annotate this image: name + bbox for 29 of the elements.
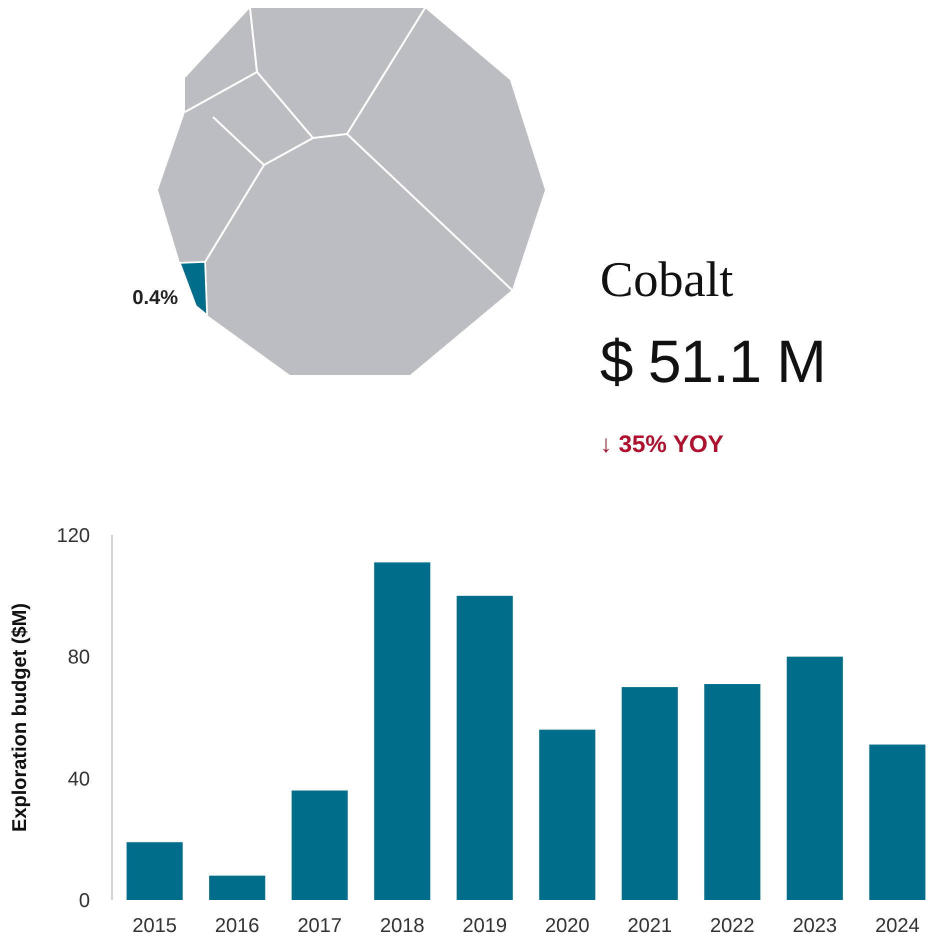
x-tick-label: 2022 — [710, 915, 755, 937]
bar — [292, 790, 348, 900]
x-tick-label: 2021 — [628, 915, 672, 937]
x-tick-label: 2015 — [132, 915, 177, 937]
bar — [209, 876, 266, 900]
bar — [704, 684, 760, 900]
bar — [374, 562, 430, 900]
y-tick-label: 40 — [68, 768, 90, 790]
bar — [126, 842, 183, 900]
x-tick-label: 2019 — [462, 915, 507, 937]
y-tick-label: 0 — [78, 890, 90, 912]
bar — [786, 656, 843, 900]
text: Cobalt — [600, 251, 734, 307]
y-tick-label: 120 — [56, 525, 90, 547]
x-tick-label: 2023 — [792, 915, 838, 937]
bar — [456, 596, 513, 900]
bar — [869, 744, 926, 900]
bar — [622, 687, 678, 900]
x-tick-label: 2018 — [380, 915, 424, 937]
text: $ 51.1 M — [600, 328, 826, 395]
x-tick-label: 2017 — [297, 915, 342, 937]
x-tick-label: 2020 — [545, 915, 590, 937]
x-tick-label: 2016 — [214, 915, 260, 937]
x-tick-label: 2024 — [875, 915, 920, 937]
y-axis-title: Exploration budget ($M) — [9, 603, 31, 832]
text: ↓ 35% YOY — [600, 431, 724, 458]
y-tick-label: 80 — [68, 646, 90, 669]
text: 0.4% — [132, 287, 178, 309]
bar — [539, 730, 596, 900]
